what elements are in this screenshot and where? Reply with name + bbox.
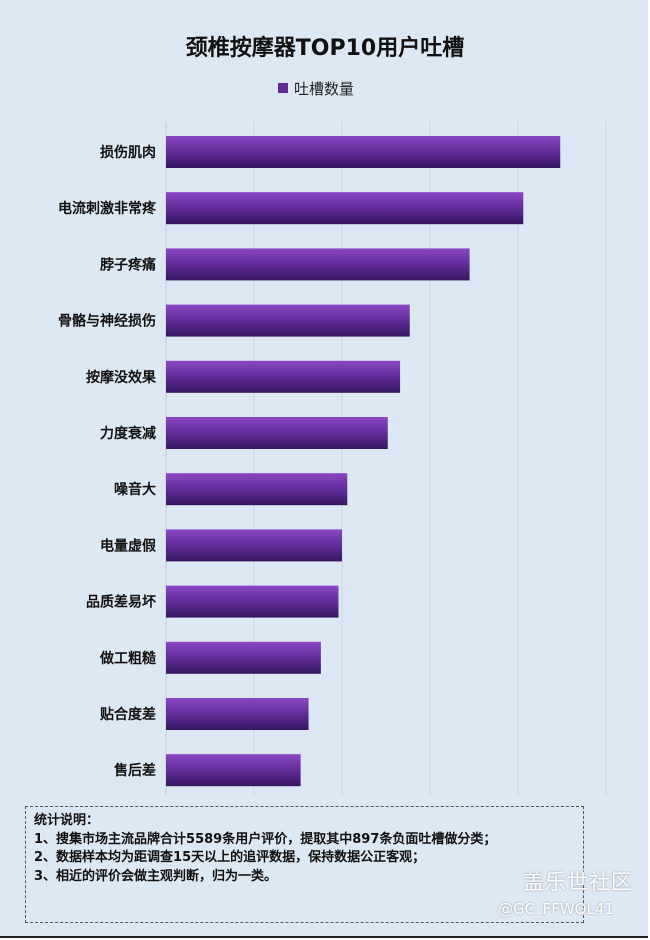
watermark-site: 盖乐世社区 — [523, 870, 633, 894]
category-label: 品质差易坏 — [86, 594, 156, 611]
category-label: 力度衰减 — [100, 425, 156, 442]
category-label: 脖子疼痛 — [100, 256, 156, 273]
category-label: 电流刺激非常疼 — [58, 200, 157, 217]
category-label: 电量虚假 — [100, 537, 157, 554]
bar — [166, 304, 410, 337]
bar — [166, 754, 301, 787]
bar — [166, 417, 388, 449]
bar — [166, 192, 524, 225]
notes-heading: 统计说明： — [34, 813, 100, 828]
category-label: 按摩没效果 — [86, 369, 157, 386]
bar — [166, 136, 561, 168]
category-label: 售后差 — [113, 762, 156, 779]
category-labels: 损伤肌肉电流刺激非常疼脖子疼痛骨骼与神经损伤按摩没效果力度衰减噪音大电量虚假品质… — [58, 144, 157, 779]
category-label: 噪音大 — [114, 481, 156, 498]
bar — [166, 529, 342, 562]
bars — [166, 136, 561, 787]
bar — [166, 248, 470, 281]
watermark-handle: @GC_FFWOL41 — [498, 900, 614, 918]
legend: 吐槽数量 — [278, 78, 354, 98]
bar — [166, 585, 339, 618]
chart-title: 颈椎按摩器TOP10用户吐槽 — [185, 36, 465, 61]
bar — [166, 473, 348, 506]
notes-line-1: 1、搜集市场主流品牌合计5589条用户评价，提取其中897条负面吐槽做分类； — [34, 831, 497, 847]
legend-swatch — [278, 83, 288, 93]
bar — [166, 360, 401, 393]
category-label: 骨骼与神经损伤 — [58, 313, 156, 330]
bar — [166, 641, 321, 674]
bar-chart: 损伤肌肉电流刺激非常疼脖子疼痛骨骼与神经损伤按摩没效果力度衰减噪音大电量虚假品质… — [58, 122, 607, 795]
category-label: 做工粗糙 — [99, 650, 156, 667]
category-label: 损伤肌肉 — [100, 144, 156, 161]
bar — [166, 698, 309, 730]
category-label: 贴合度差 — [100, 706, 156, 723]
notes-line-3: 3、相近的评价会做主观判断，归为一类。 — [34, 868, 278, 884]
legend-label: 吐槽数量 — [294, 79, 355, 98]
notes-box: 统计说明： 1、搜集市场主流品牌合计5589条用户评价，提取其中897条负面吐槽… — [25, 806, 584, 923]
grid-lines — [165, 122, 607, 795]
notes-line-2: 2、数据样本均为距调查15天以上的追评数据，保持数据公正客观； — [34, 850, 426, 865]
